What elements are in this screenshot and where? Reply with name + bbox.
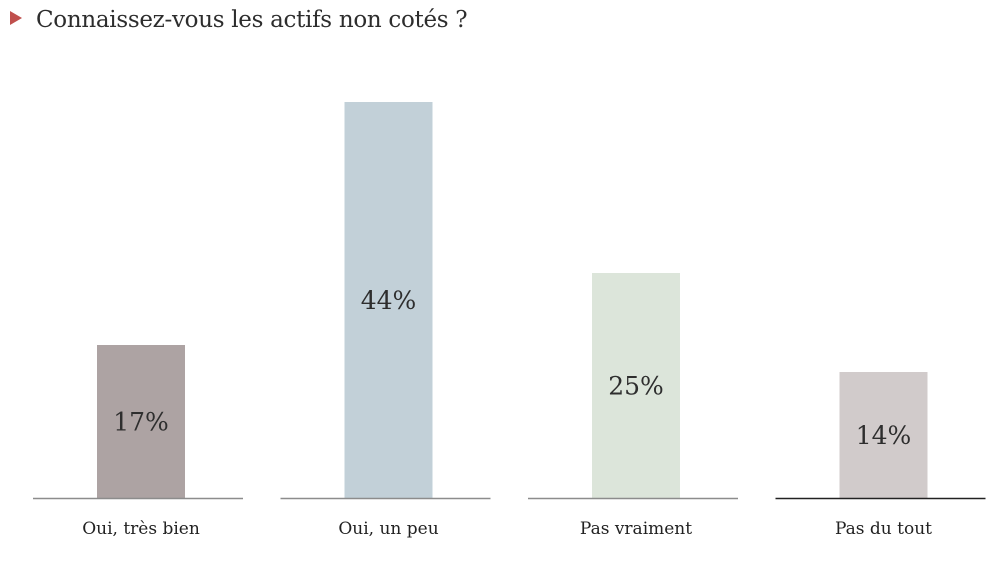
value-label: 25% [608, 372, 664, 401]
bar [839, 372, 928, 498]
bar [344, 102, 433, 498]
bar [97, 345, 185, 498]
bar [592, 273, 680, 498]
triangle-bullet-icon [10, 11, 22, 25]
value-label: 44% [361, 286, 417, 315]
category-label: Pas du tout [835, 519, 932, 539]
value-label: 14% [856, 421, 912, 450]
chart-title-row: Connaissez-vous les actifs non cotés ? [10, 4, 468, 36]
chart-title: Connaissez-vous les actifs non cotés ? [36, 7, 468, 33]
value-label: 17% [113, 408, 169, 437]
category-label: Oui, un peu [338, 519, 438, 539]
category-label: Oui, très bien [82, 519, 200, 539]
category-label: Pas vraiment [580, 519, 692, 539]
